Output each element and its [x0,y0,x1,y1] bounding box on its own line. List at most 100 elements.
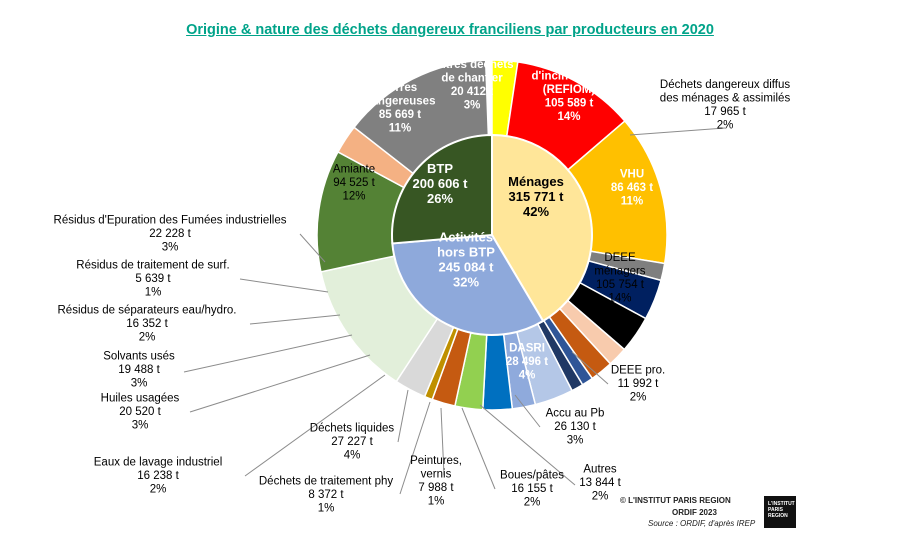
pie-slice-activites [391,233,545,336]
ring-label-peintures-line: vernis [421,468,452,480]
ring-label-residus-d-epuration-des-fumees-industrielles-line: 3% [162,242,179,254]
ring-label-deee-pro: DEEE pro. 11 992 t 2% [611,365,665,404]
ring-label-huiles-usagees-line: 3% [132,420,149,432]
pie-label-menages-line: 315 771 t [509,189,565,204]
ring-label-peintures-line: 7 988 t [418,482,454,494]
pie-label-btp-line: 200 606 t [413,176,469,191]
pie-label-btp-line: 26% [427,191,453,206]
ring-label-residus-d-epuration-des-fumees-industrielles-line: 22 228 t [149,228,191,240]
pie-label-activites-line: hors BTP [437,245,495,260]
ring-label-amiante-line: 94 525 t [333,177,375,189]
ring-label-residus-de-separateurs-eau-hydro: Résidus de séparateurs eau/hydro. 16 352 … [58,305,237,344]
ring-label-residus-de-traitement-de-surf-line: Résidus de traitement de surf. [76,260,229,272]
leader-line-dechets-dangereux-diffus [629,127,726,136]
ring-label-terres-line: 85 669 t [379,109,421,121]
ring-label-accu-au-pb-line: 26 130 t [554,421,596,433]
ring-label-residus-de-separateurs-eau-hydro-line: 2% [139,332,156,344]
pie-label-menages-line: 42% [523,204,549,219]
ring-label-residus-line: Résidus [547,57,592,69]
ring-label-eaux-de-lavage-industriel-line: Eaux de lavage industriel [94,457,223,469]
ring-label-dechets-liquides-line: 27 227 t [331,436,373,448]
ring-label-solvants-uses-line: 3% [131,378,148,390]
ring-label-eaux-de-lavage-industriel-line: 2% [150,484,167,496]
ring-label-residus-line: 14% [557,111,580,123]
ring-label-deee-line: ménagers [594,265,645,277]
ring-label-residus-de-separateurs-eau-hydro-line: Résidus de séparateurs eau/hydro. [58,305,237,317]
ring-label-eaux-de-lavage-industriel-line: 16 238 t [137,470,179,482]
ring-label-vhu-line: 86 463 t [611,182,653,194]
ring-label-peintures: Peintures, vernis 7 988 t 1% [410,455,462,508]
ring-label-amiante-line: Amiante [333,164,375,176]
ring-label-residus-line: d'incinération [532,71,607,83]
ring-label-autres-dechets-line: 20 412 t [451,86,493,98]
ring-label-deee-line: 14% [608,292,631,304]
ring-label-huiles-usagees-line: 20 520 t [119,406,161,418]
ring-label-huiles-usagees: Huiles usagées 20 520 t 3% [101,393,180,432]
ring-label-dasri-line: 4% [519,370,536,382]
ring-label-autres-line: 2% [592,491,609,503]
ring-label-autres: Autres 13 844 t 2% [579,464,621,503]
ring-label-boues-pates: Boues/pâtes 16 155 t 2% [500,470,564,509]
ring-label-accu-au-pb-line: 3% [567,435,584,447]
ring-label-dechets-liquides-line: Déchets liquides [310,423,395,435]
ring-label-autres-dechets: Autres déchets de chantier 20 412 t 3% [430,59,513,112]
edition-credit: ORDIF 2023 [672,508,717,517]
pie-slice-btp [391,133,493,245]
slice-labels: Déchets dangereux diffus des ménages & as… [54,57,791,515]
leader-line-solvants-uses [183,334,353,373]
pie-label-menages-line: Ménages [508,174,564,189]
logo-line: L'INSTITUT [768,501,795,507]
ring-label-solvants-uses: Solvants usés 19 488 t 3% [103,351,175,390]
ring-label-terres-line: 11% [389,122,411,134]
ring-label-eaux-de-lavage-industriel: Eaux de lavage industriel 16 238 t 2% [94,457,223,496]
ring-label-dechets-de-traitement-phy-line: 1% [318,503,335,515]
leader-line-deee-pro [571,351,609,385]
ring-label-deee-line: DEEE [604,252,636,264]
ring-label-solvants-uses-line: 19 488 t [118,364,160,376]
pie-label-activites-line: 245 084 t [439,260,495,275]
pie-label-btp-line: BTP [427,161,453,176]
ring-label-vhu: VHU 86 463 t 11% [611,169,653,208]
ring-label-deee: DEEE ménagers 105 754 t 14% [594,252,645,305]
ring-label-accu-au-pb: Accu au Pb 26 130 t 3% [546,408,605,447]
ring-label-terres-line: dangereuses [365,95,436,107]
ring-label-residus-de-traitement-de-surf-line: 1% [145,287,162,299]
ring-label-autres-dechets-line: de chantier [441,72,503,84]
ring-label-autres-line: Autres [583,464,616,476]
ring-label-dechets-liquides: Déchets liquides 27 227 t 4% [310,423,395,462]
ring-label-boues-pates-line: 16 155 t [511,483,553,495]
ring-label-deee-pro-line: 11 992 t [618,378,660,390]
ring-label-residus-de-traitement-de-surf: Résidus de traitement de surf. 5 639 t 1% [76,260,229,299]
ring-label-amiante: Amiante 94 525 t 12% [333,164,376,203]
publisher-credit: © L'INSTITUT PARIS REGION [620,496,731,505]
ring-label-autres-line: 13 844 t [579,477,621,489]
ring-label-amiante-line: 12% [342,191,365,203]
pie-label-menages: Ménages 315 771 t 42% [508,174,564,219]
leader-line-peintures [440,407,445,476]
ring-label-dechets-de-traitement-phy-line: Déchets de traitement phy [259,476,393,488]
ring-label-dechets-dangereux-diffus: Déchets dangereux diffus des ménages & as… [660,79,791,132]
leader-line-dechets-de-traitement-phy [399,401,431,495]
ring-label-dasri-line: 28 496 t [506,356,548,368]
ring-label-residus-de-separateurs-eau-hydro-line: 16 352 t [126,318,168,330]
institut-logo: L'INSTITUT PARIS REGION [764,496,796,528]
ring-label-residus-line: 105 589 t [545,98,594,110]
ring-label-dechets-de-traitement-phy: Déchets de traitement phy 8 372 t 1% [259,476,393,515]
ring-label-dechets-de-traitement-phy-line: 8 372 t [308,489,344,501]
ring-label-vhu-line: 11% [621,196,643,208]
ring-label-residus-line: (REFIOM) [543,84,596,96]
ring-label-terres-line: Terres [383,82,417,94]
ring-label-vhu-line: VHU [620,169,644,181]
ring-label-boues-pates-line: 2% [524,497,541,509]
leader-line-eaux-de-lavage-industriel [244,374,386,477]
leader-line-dechets-liquides [397,389,409,443]
pie-label-activites-line: 32% [453,275,479,290]
ring-label-dechets-dangereux-diffus-line: des ménages & assimilés [660,92,791,104]
leader-line-autres [479,404,576,486]
leader-line-huiles-usagees [189,354,371,413]
ring-label-huiles-usagees-line: Huiles usagées [101,393,180,405]
pie-label-activites: Activités hors BTP 245 084 t 32% [437,230,495,290]
ring-label-residus-d-epuration-des-fumees-industrielles: Résidus d'Epuration des Fumées industrie… [54,215,287,254]
source-note: Source : ORDIF, d'après IREP [648,519,756,528]
